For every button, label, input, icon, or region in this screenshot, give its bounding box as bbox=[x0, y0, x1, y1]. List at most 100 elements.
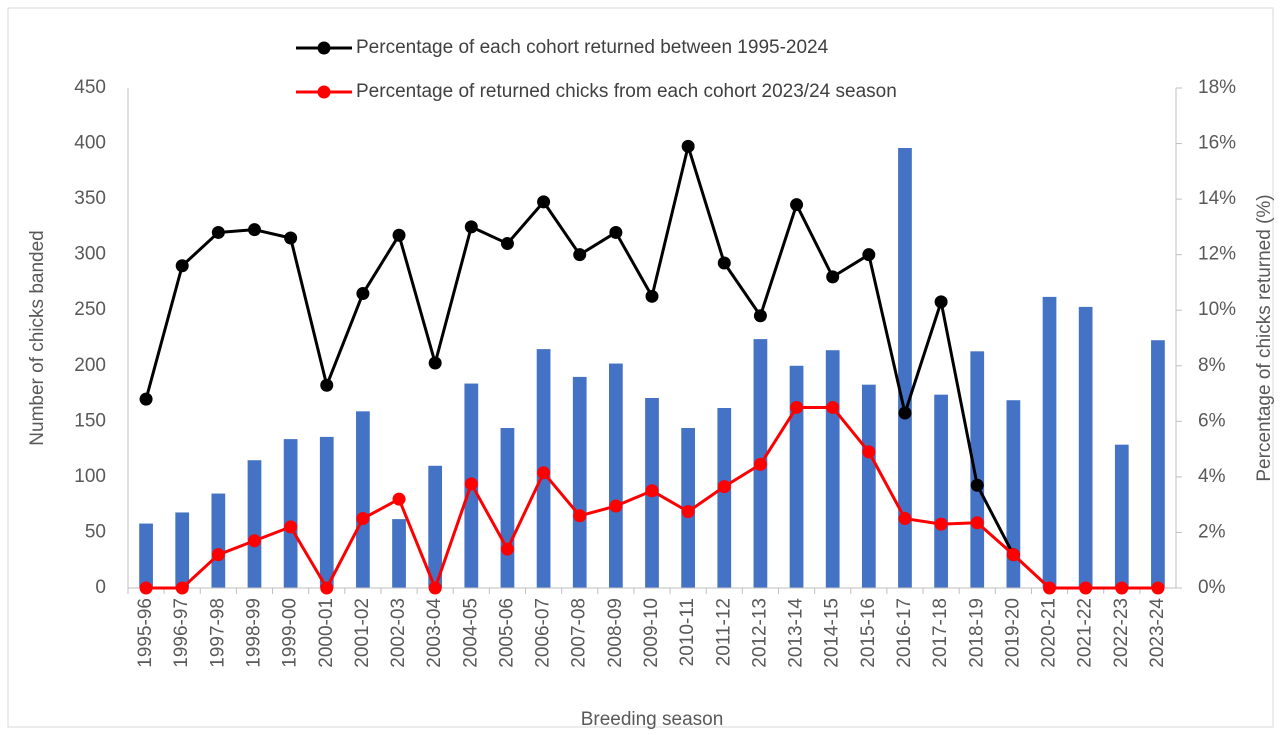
bar bbox=[789, 365, 804, 588]
bar bbox=[500, 428, 515, 588]
x-tick-label: 2012-13 bbox=[749, 598, 770, 668]
point bbox=[862, 248, 876, 262]
point bbox=[1079, 581, 1093, 595]
point bbox=[356, 287, 370, 301]
x-axis-label: Breeding season bbox=[581, 709, 724, 730]
x-tick-label: 1999-00 bbox=[280, 598, 301, 668]
bar bbox=[717, 408, 732, 588]
legend-marker bbox=[317, 41, 331, 55]
point bbox=[609, 499, 623, 513]
point bbox=[537, 195, 551, 209]
legend-marker bbox=[317, 85, 331, 99]
y2-tick-label: 2% bbox=[1198, 521, 1226, 542]
point bbox=[247, 534, 261, 548]
point bbox=[428, 356, 442, 370]
chart-frame bbox=[7, 7, 1274, 728]
point bbox=[609, 225, 623, 239]
point bbox=[139, 392, 153, 406]
x-tick-label: 2004-05 bbox=[460, 598, 481, 668]
point bbox=[1115, 581, 1129, 595]
y-tick-label: 50 bbox=[85, 521, 106, 542]
point bbox=[753, 457, 767, 471]
point bbox=[645, 484, 659, 498]
x-tick-label: 2009-10 bbox=[641, 598, 662, 668]
y2-tick-label: 4% bbox=[1198, 466, 1226, 487]
y2-axis-label: Percentage of chicks returned (%) bbox=[1254, 194, 1275, 481]
y2-tick-label: 0% bbox=[1198, 577, 1226, 598]
bar bbox=[1042, 296, 1057, 588]
y-tick-label: 100 bbox=[74, 466, 106, 487]
y-axis-label: Number of chicks banded bbox=[27, 230, 48, 445]
x-tick-label: 2023-24 bbox=[1147, 598, 1168, 668]
point bbox=[753, 309, 767, 323]
x-tick-label: 2016-17 bbox=[894, 598, 915, 668]
point bbox=[1006, 548, 1020, 562]
y-tick-label: 0 bbox=[95, 577, 106, 598]
x-tick-label: 2005-06 bbox=[496, 598, 517, 668]
point bbox=[320, 378, 334, 392]
bar bbox=[825, 350, 840, 588]
bar bbox=[572, 376, 587, 588]
bar bbox=[283, 439, 298, 588]
bar bbox=[319, 436, 334, 588]
point bbox=[392, 228, 406, 242]
y2-tick-label: 16% bbox=[1198, 133, 1236, 154]
y2-tick-label: 18% bbox=[1198, 77, 1236, 98]
point bbox=[790, 198, 804, 212]
point bbox=[573, 509, 587, 523]
point bbox=[826, 400, 840, 414]
point bbox=[790, 400, 804, 414]
point bbox=[139, 581, 153, 595]
point bbox=[681, 139, 695, 153]
y-tick-label: 150 bbox=[74, 410, 106, 431]
x-tick-label: 2018-19 bbox=[966, 598, 987, 668]
point bbox=[320, 581, 334, 595]
y-tick-label: 450 bbox=[74, 77, 106, 98]
x-tick-label: 1995-96 bbox=[135, 598, 156, 668]
point bbox=[826, 270, 840, 284]
bar bbox=[898, 148, 912, 588]
bar bbox=[175, 512, 190, 588]
x-tick-label: 2013-14 bbox=[786, 598, 807, 668]
point bbox=[211, 225, 225, 239]
point bbox=[464, 220, 478, 234]
x-tick-label: 2019-20 bbox=[1002, 598, 1023, 668]
y2-tick-label: 14% bbox=[1198, 188, 1236, 209]
bar bbox=[1078, 306, 1093, 588]
point bbox=[1043, 581, 1057, 595]
bar bbox=[356, 411, 370, 588]
point bbox=[500, 237, 514, 251]
point bbox=[898, 512, 912, 526]
point bbox=[247, 223, 261, 237]
point bbox=[211, 548, 225, 562]
bar bbox=[861, 384, 876, 588]
point bbox=[392, 492, 406, 506]
x-tick-label: 2017-18 bbox=[930, 598, 951, 668]
point bbox=[934, 517, 948, 531]
x-tick-label: 2002-03 bbox=[388, 598, 409, 668]
x-tick-label: 2000-01 bbox=[316, 598, 337, 668]
x-tick-label: 2015-16 bbox=[858, 598, 879, 668]
point bbox=[356, 512, 370, 526]
point bbox=[537, 466, 551, 480]
point bbox=[284, 231, 298, 245]
point bbox=[970, 516, 984, 530]
point bbox=[175, 581, 189, 595]
bar bbox=[392, 519, 406, 588]
point bbox=[464, 477, 478, 491]
x-tick-label: 2006-07 bbox=[533, 598, 554, 668]
y2-tick-label: 12% bbox=[1198, 244, 1236, 265]
y-tick-label: 400 bbox=[74, 133, 106, 154]
x-tick-label: 2011-12 bbox=[713, 598, 734, 666]
bar bbox=[970, 351, 985, 588]
bar bbox=[428, 465, 443, 588]
point bbox=[175, 259, 189, 273]
x-tick-label: 2010-11 bbox=[677, 598, 698, 666]
point bbox=[717, 480, 731, 494]
bar bbox=[247, 460, 262, 588]
x-tick-label: 2014-15 bbox=[822, 598, 843, 668]
point bbox=[862, 445, 876, 459]
legend-label: Percentage of returned chicks from each … bbox=[356, 81, 897, 102]
x-tick-label: 2007-08 bbox=[569, 598, 590, 668]
